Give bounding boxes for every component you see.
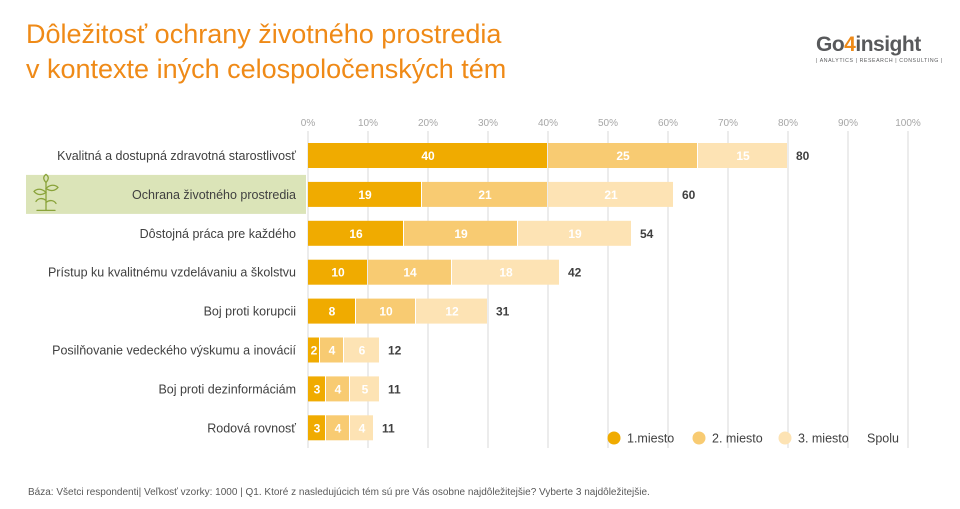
x-tick-label: 70% <box>718 118 738 129</box>
x-tick-label: 40% <box>538 118 558 129</box>
x-tick-label: 50% <box>598 118 618 129</box>
data-label: 15 <box>736 149 750 163</box>
plant-leaf-low <box>35 197 57 205</box>
highlight-band <box>26 174 306 214</box>
data-label: 4 <box>359 421 366 435</box>
stacked-bar-chart: 0% 10% 20% 30% 40% 50% 60% 70% 80% 90% 100% Kvalitn… <box>26 118 921 448</box>
data-label: 18 <box>499 266 513 280</box>
plant-icon <box>33 173 59 212</box>
bar-segment <box>698 143 787 168</box>
plant-leaf-left <box>33 188 47 196</box>
category-label: Boj proti dezinformáciám <box>158 382 296 396</box>
category-label: Rodová rovnosť <box>207 421 296 435</box>
data-label: 3 <box>314 382 321 396</box>
category-label: Prístup ku kvalitnému vzdelávaniu a škol… <box>48 266 296 280</box>
total-label: 11 <box>382 421 395 435</box>
category-label: Kvalitná a dostupná zdravotná starostliv… <box>57 149 296 163</box>
data-label: 12 <box>445 305 459 319</box>
bar-segment <box>344 337 379 363</box>
logo-digit: 4 <box>844 33 856 56</box>
chart-title-line1: Dôležitosť ochrany životného prostredia <box>26 19 502 49</box>
x-tick-label: 80% <box>778 118 798 129</box>
x-tick-label: 20% <box>418 118 438 129</box>
bar-segment <box>416 298 487 324</box>
chart-title: Dôležitosť ochrany životného prostredia … <box>26 17 506 87</box>
total-label: 11 <box>388 382 401 396</box>
data-label: 16 <box>349 227 363 241</box>
legend-totals-label: Spolu <box>867 432 899 446</box>
data-label: 4 <box>335 421 342 435</box>
data-label: 40 <box>421 149 435 163</box>
bar-segment <box>350 376 379 402</box>
data-label: 21 <box>604 188 618 202</box>
data-label: 19 <box>568 227 582 241</box>
data-label: 10 <box>331 266 345 280</box>
data-label: 25 <box>616 149 630 163</box>
x-tick-label: 10% <box>358 118 378 129</box>
bar-segment <box>350 415 373 441</box>
data-label: 2 <box>311 344 318 358</box>
bar-segment <box>518 220 631 246</box>
category-label: Boj proti korupcii <box>204 305 296 319</box>
category-label: Ochrana životného prostredia <box>132 188 296 202</box>
plant-leaf-right <box>45 184 59 192</box>
category-label: Posilňovanie vedeckého výskumu a inováci… <box>52 344 296 358</box>
data-label: 19 <box>454 227 468 241</box>
bar-segment <box>326 415 349 441</box>
data-label: 4 <box>335 382 342 396</box>
bar-segment <box>308 181 421 207</box>
bar-segment <box>422 181 547 207</box>
bar-segment <box>404 220 517 246</box>
bar-segment <box>368 259 451 285</box>
legend-marker <box>778 431 792 445</box>
data-label: 14 <box>403 266 417 280</box>
bar-segment <box>308 298 355 324</box>
total-label: 42 <box>568 266 582 280</box>
bar-segment <box>326 376 349 402</box>
legend-label: 2. miesto <box>712 432 763 446</box>
legend-label: 1.miesto <box>627 432 674 446</box>
bar-segment <box>308 337 319 363</box>
bar-segment <box>308 415 325 441</box>
go4insight-logo: Go4insight | ANALYTICS | RESEARCH | CONS… <box>816 34 943 65</box>
category-label: Dôstojná práca pre každého <box>140 227 296 241</box>
total-label: 54 <box>640 227 654 241</box>
x-tick-label: 0% <box>301 118 316 129</box>
bar-segment <box>452 259 559 285</box>
data-label: 10 <box>379 305 393 319</box>
logo-prefix: Go <box>816 33 845 56</box>
bar-segment <box>308 220 403 246</box>
data-label: 6 <box>359 344 366 358</box>
total-label: 12 <box>388 344 402 358</box>
data-label: 19 <box>358 188 372 202</box>
data-label: 4 <box>329 344 336 358</box>
data-label: 5 <box>362 382 369 396</box>
logo-wordmark: Go4insight <box>816 34 932 56</box>
x-tick-label: 60% <box>658 118 678 129</box>
x-tick-label: 90% <box>838 118 858 129</box>
bar-segment <box>320 337 343 363</box>
plant-leaf-top <box>43 173 49 184</box>
legend-marker <box>692 431 706 445</box>
x-tick-label: 100% <box>895 118 921 129</box>
bar-segment <box>548 143 697 168</box>
total-label: 80 <box>796 149 810 163</box>
data-label: 21 <box>478 188 492 202</box>
legend-label: 3. miesto <box>798 432 849 446</box>
bar-segment <box>308 143 547 168</box>
bar-segment <box>308 376 325 402</box>
x-tick-label: 30% <box>478 118 498 129</box>
data-label: 8 <box>329 305 336 319</box>
footnote: Báza: Všetci respondenti| Veľkosť vzorky… <box>28 487 650 498</box>
data-label: 3 <box>314 421 321 435</box>
logo-suffix: insight <box>855 33 921 56</box>
chart-title-line2: v kontexte iných celospoločenských tém <box>26 54 507 84</box>
legend-marker <box>607 431 621 445</box>
bar-segment <box>548 181 673 207</box>
total-label: 60 <box>682 188 696 202</box>
bar-segment <box>308 259 367 285</box>
logo-tagline: | ANALYTICS | RESEARCH | CONSULTING | <box>816 58 943 64</box>
total-label: 31 <box>496 305 510 319</box>
bar-segment <box>356 298 415 324</box>
